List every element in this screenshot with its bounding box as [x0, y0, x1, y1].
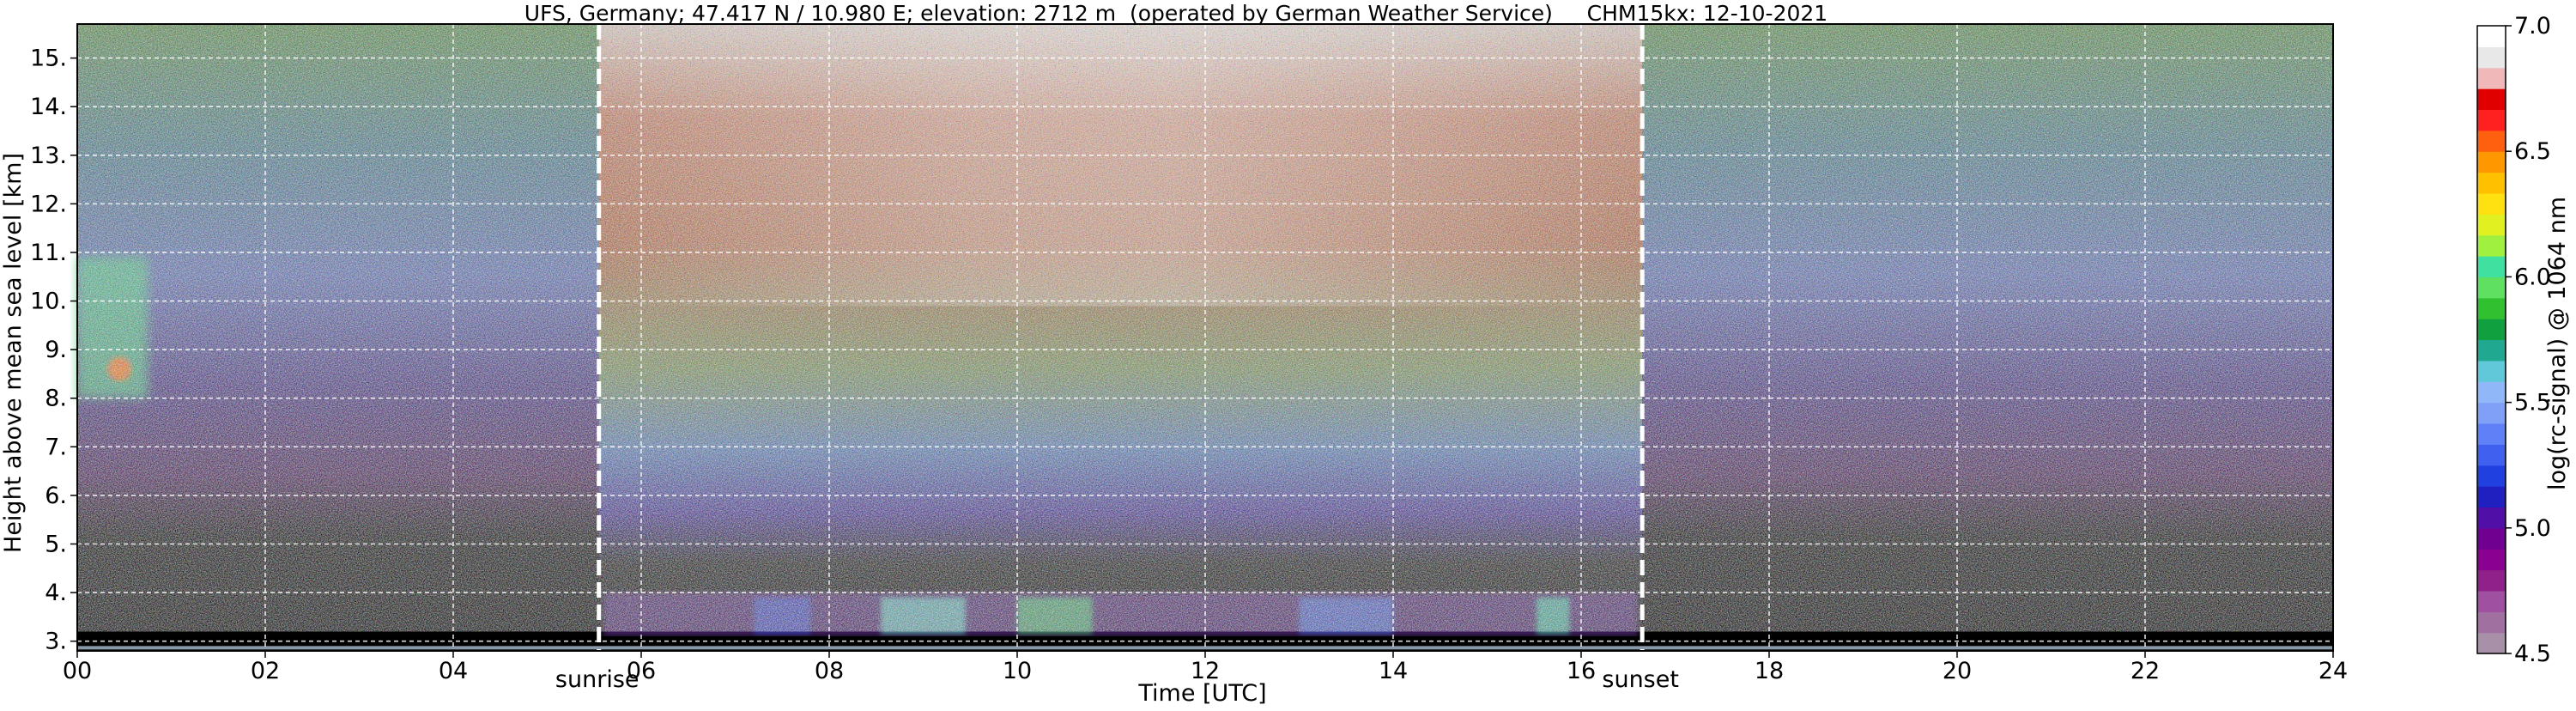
sun-markers: sunrise sunset: [555, 24, 1679, 693]
y-tick-label: 10.: [30, 289, 67, 315]
colorbar-frame: [2476, 25, 2506, 654]
y-tick-label: 4.: [45, 580, 67, 606]
colorbar-segment: [2477, 444, 2506, 466]
x-tick-label: 04: [439, 658, 468, 684]
colorbar-tick-label: 7.0: [2514, 13, 2551, 40]
colorbar-segment: [2477, 402, 2506, 424]
colorbar-segment: [2477, 465, 2506, 487]
colorbar-segment: [2477, 256, 2506, 277]
x-axis-label: Time [UTC]: [1137, 680, 1266, 707]
colorbar-segment: [2477, 590, 2506, 612]
colorbar-segment: [2477, 46, 2506, 69]
x-tick-label: 06: [627, 658, 656, 684]
x-tick-label: 20: [1943, 658, 1972, 684]
colorbar-segment: [2477, 172, 2506, 194]
x-tick-label: 08: [815, 658, 844, 684]
y-tick-label: 8.: [45, 386, 67, 412]
y-tick-label: 14.: [30, 94, 67, 120]
colorbar-label: log(rc-signal) @ 1064 nm: [2544, 197, 2571, 490]
colorbar-tick-label: 6.5: [2514, 138, 2551, 165]
axes: 00 02 04 06 08 10 12 14 16 18 20 22 24 3. 4. 5. 6. 7. 8. 9.…: [30, 23, 2348, 684]
colorbar-segment: [2477, 151, 2506, 173]
grid-lines: [77, 24, 2333, 651]
colorbar-segment: [2477, 26, 2506, 47]
colorbar-segment: [2477, 130, 2506, 152]
x-tick-label: 10: [1003, 658, 1032, 684]
colorbar-segment: [2477, 486, 2506, 508]
colorbar-tick-label: 4.5: [2514, 641, 2551, 667]
x-tick-label: 02: [251, 658, 280, 684]
y-tick-label: 9.: [45, 337, 67, 363]
colorbar-segment: [2477, 319, 2506, 341]
x-tick-label: 00: [63, 658, 92, 684]
x-tick-label: 14: [1379, 658, 1408, 684]
x-tick-label: 18: [1755, 658, 1784, 684]
colorbar-segment: [2477, 109, 2506, 131]
y-tick-label: 15.: [30, 46, 67, 72]
y-tick-label: 13.: [30, 143, 67, 169]
colorbar-segment: [2477, 381, 2506, 404]
colorbar-tick-label: 5.0: [2514, 515, 2551, 542]
x-tick-label: 12: [1191, 658, 1220, 684]
colorbar-segment: [2477, 632, 2506, 654]
colorbar-segment: [2477, 527, 2506, 550]
colorbar-segment: [2477, 67, 2506, 89]
y-tick-label: 5.: [45, 532, 67, 558]
sunrise-label: sunrise: [555, 666, 639, 693]
colorbar-segment: [2477, 297, 2506, 319]
sunset-label: sunset: [1602, 666, 1679, 693]
colorbar-segment: [2477, 569, 2506, 592]
colorbar: 4.5 5.0 5.5 6.0 6.5 7.0: [2476, 13, 2551, 667]
y-tick-label: 6.: [45, 483, 67, 509]
colorbar-segment: [2477, 276, 2506, 299]
y-tick-label: 11.: [30, 240, 67, 266]
colorbar-segment: [2477, 611, 2506, 634]
ground-line: [77, 646, 2333, 650]
colorbar-segment: [2477, 360, 2506, 382]
y-tick-label: 3.: [45, 629, 67, 655]
colorbar-segment: [2477, 339, 2506, 362]
colorbar-segment: [2477, 214, 2506, 236]
colorbar-tick-label: 6.0: [2514, 264, 2551, 290]
y-tick-label: 7.: [45, 434, 67, 460]
colorbar-segment: [2477, 192, 2506, 215]
colorbar-segment: [2477, 507, 2506, 529]
colorbar-tick-label: 5.5: [2514, 390, 2551, 416]
y-axis-label: Height above mean sea level [km]: [0, 153, 27, 553]
chart-title: UFS, Germany; 47.417 N / 10.980 E; eleva…: [524, 1, 1827, 26]
colorbar-segment: [2477, 422, 2506, 445]
colorbar-segment: [2477, 549, 2506, 571]
x-tick-label: 24: [2318, 658, 2348, 684]
colorbar-segment: [2477, 234, 2506, 257]
x-tick-label: 16: [1567, 658, 1596, 684]
colorbar-segment: [2477, 88, 2506, 111]
x-tick-label: 22: [2131, 658, 2160, 684]
y-tick-label: 12.: [30, 191, 67, 217]
